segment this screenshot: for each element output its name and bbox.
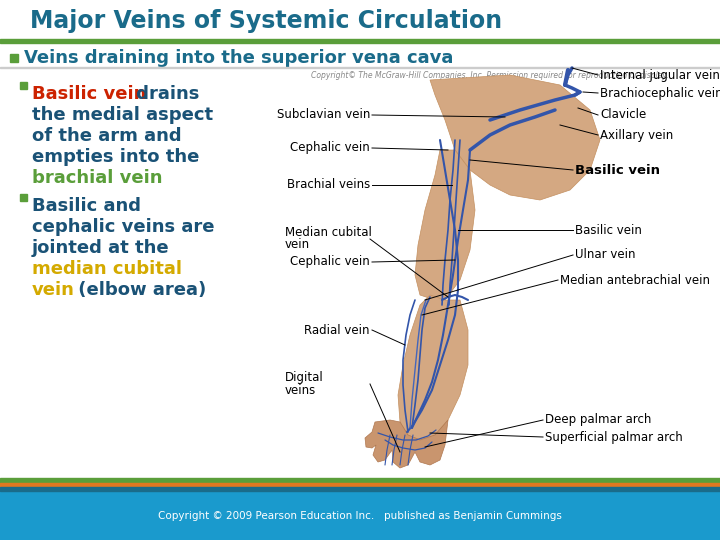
Text: Basilic vein: Basilic vein	[575, 224, 642, 237]
Text: Brachial veins: Brachial veins	[287, 179, 370, 192]
Text: Median cubital: Median cubital	[285, 226, 372, 239]
Bar	[0, 39, 720, 43]
Text: median cubital: median cubital	[32, 260, 182, 278]
Text: Superficial palmar arch: Superficial palmar arch	[545, 430, 683, 443]
Bar	[0, 487, 720, 491]
Text: Ulnar vein: Ulnar vein	[575, 248, 636, 261]
Text: vein: vein	[285, 239, 310, 252]
Text: vein: vein	[32, 281, 75, 299]
Text: jointed at the: jointed at the	[32, 239, 170, 257]
Bar	[10, 54, 18, 62]
Text: drains: drains	[130, 85, 199, 103]
Bar	[0, 478, 720, 483]
Text: Subclavian vein: Subclavian vein	[276, 109, 370, 122]
Text: Internal jugular vein: Internal jugular vein	[600, 69, 720, 82]
Text: veins: veins	[285, 383, 316, 396]
Text: Copyright© The McGraw-Hill Companies, Inc. Permission required for reproduction : Copyright© The McGraw-Hill Companies, In…	[311, 71, 669, 80]
Text: Basilic vein: Basilic vein	[32, 85, 146, 103]
Text: Cephalic vein: Cephalic vein	[290, 255, 370, 268]
Polygon shape	[430, 75, 600, 200]
Text: Copyright © 2009 Pearson Education Inc.   published as Benjamin Cummings: Copyright © 2009 Pearson Education Inc. …	[158, 511, 562, 521]
Text: Basilic and: Basilic and	[32, 197, 141, 215]
Text: (elbow area): (elbow area)	[72, 281, 206, 299]
Text: brachial vein: brachial vein	[32, 169, 163, 187]
Bar	[20, 82, 27, 89]
Text: Clavicle: Clavicle	[600, 109, 647, 122]
Text: cephalic veins are: cephalic veins are	[32, 218, 215, 236]
Text: the medial aspect: the medial aspect	[32, 106, 213, 124]
Text: Deep palmar arch: Deep palmar arch	[545, 414, 652, 427]
Text: empties into the: empties into the	[32, 148, 199, 166]
Bar	[20, 194, 27, 201]
Text: Brachiocephalic vein: Brachiocephalic vein	[600, 86, 720, 99]
Polygon shape	[365, 420, 448, 468]
Bar	[0, 0, 720, 40]
Text: Axillary vein: Axillary vein	[600, 129, 673, 141]
Text: Digital: Digital	[285, 370, 324, 383]
Text: of the arm and: of the arm and	[32, 127, 181, 145]
Text: Major Veins of Systemic Circulation: Major Veins of Systemic Circulation	[30, 9, 502, 33]
Bar	[0, 67, 720, 68]
Bar	[0, 483, 720, 487]
Text: Basilic vein: Basilic vein	[575, 164, 660, 177]
Polygon shape	[398, 295, 468, 440]
Text: Veins draining into the superior vena cava: Veins draining into the superior vena ca…	[24, 49, 454, 67]
Bar	[0, 491, 720, 540]
Text: Median antebrachial vein: Median antebrachial vein	[560, 273, 710, 287]
Text: Cephalic vein: Cephalic vein	[290, 141, 370, 154]
Text: Radial vein: Radial vein	[305, 323, 370, 336]
Polygon shape	[415, 150, 475, 300]
